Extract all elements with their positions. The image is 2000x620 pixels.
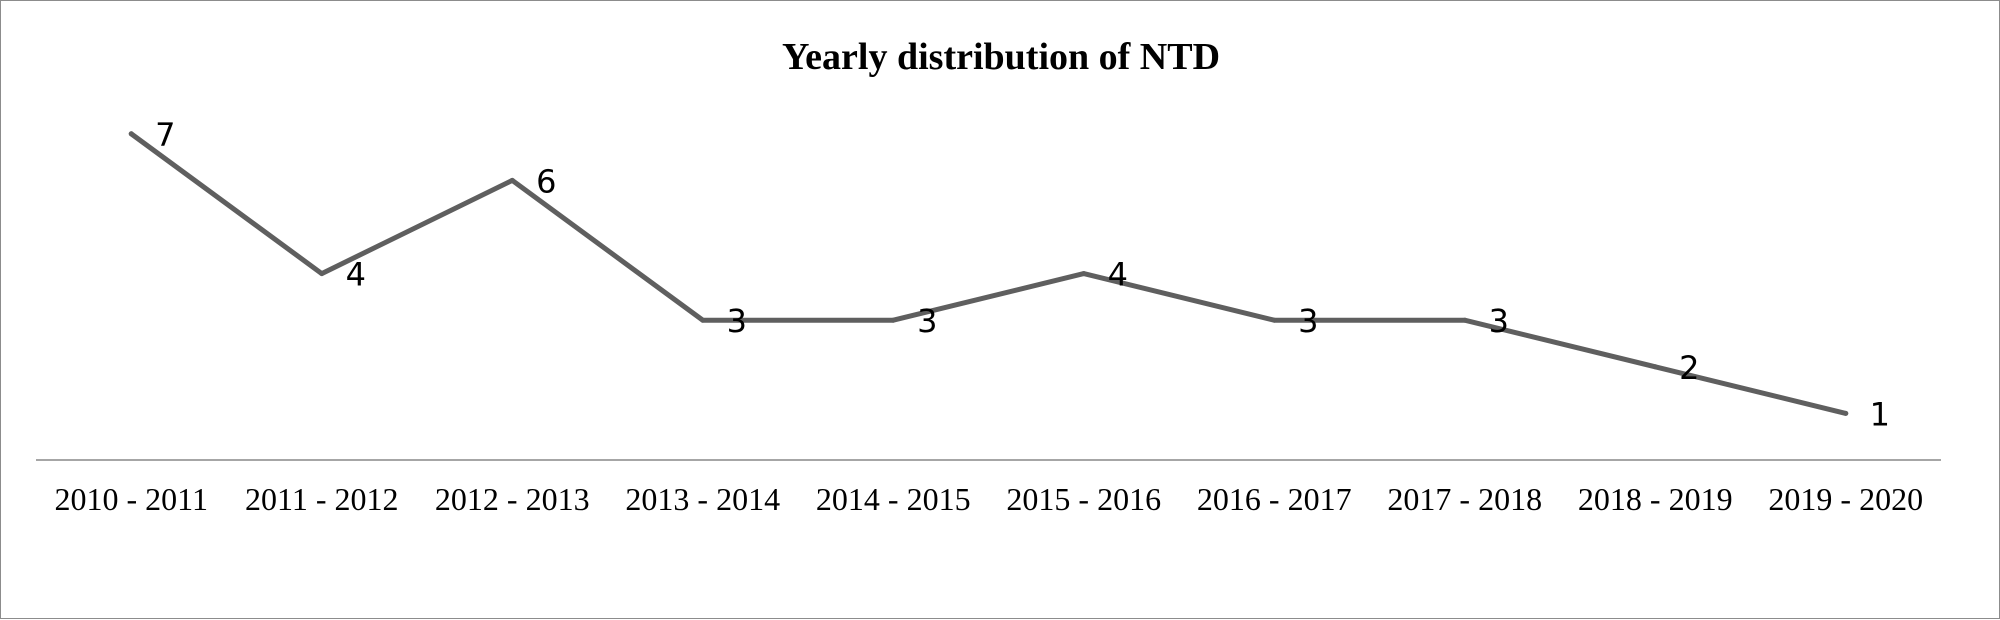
data-point [1462, 317, 1468, 323]
data-label: 3 [727, 302, 747, 340]
data-label: 6 [536, 162, 556, 200]
data-labels: 7 4 6 3 3 4 3 3 2 1 [155, 116, 1890, 434]
data-point [1081, 271, 1087, 277]
data-label: 2 [1679, 349, 1699, 387]
data-label: 4 [346, 256, 366, 294]
data-point [700, 317, 706, 323]
chart-title: Yearly distribution of NTD [781, 36, 1221, 78]
x-tick-label: 2019 - 2020 [1768, 481, 1923, 517]
data-point [1271, 317, 1277, 323]
x-tick-label: 2011 - 2012 [245, 481, 398, 517]
data-point [1652, 364, 1658, 370]
x-tick-label: 2016 - 2017 [1197, 481, 1352, 517]
x-tick-label: 2010 - 2011 [55, 481, 208, 517]
data-point [509, 177, 515, 183]
data-points [128, 131, 1849, 416]
data-point [1843, 410, 1849, 416]
data-label: 1 [1870, 395, 1890, 433]
series-line [128, 131, 1849, 416]
data-label: 7 [155, 116, 175, 154]
x-tick-label: 2017 - 2018 [1387, 481, 1542, 517]
data-point [319, 271, 325, 277]
x-tick-label: 2014 - 2015 [816, 481, 971, 517]
data-label: 3 [1298, 302, 1318, 340]
x-tick-label: 2015 - 2016 [1006, 481, 1161, 517]
data-label: 4 [1108, 256, 1128, 294]
x-tick-label: 2013 - 2014 [625, 481, 780, 517]
data-label: 3 [1489, 302, 1509, 340]
x-tick-labels: 2010 - 2011 2011 - 2012 2012 - 2013 2013 - … [55, 481, 1924, 517]
x-tick-label: 2018 - 2019 [1578, 481, 1733, 517]
data-label: 3 [917, 302, 937, 340]
x-tick-label: 2012 - 2013 [435, 481, 590, 517]
data-point [128, 131, 134, 137]
data-point [890, 317, 896, 323]
